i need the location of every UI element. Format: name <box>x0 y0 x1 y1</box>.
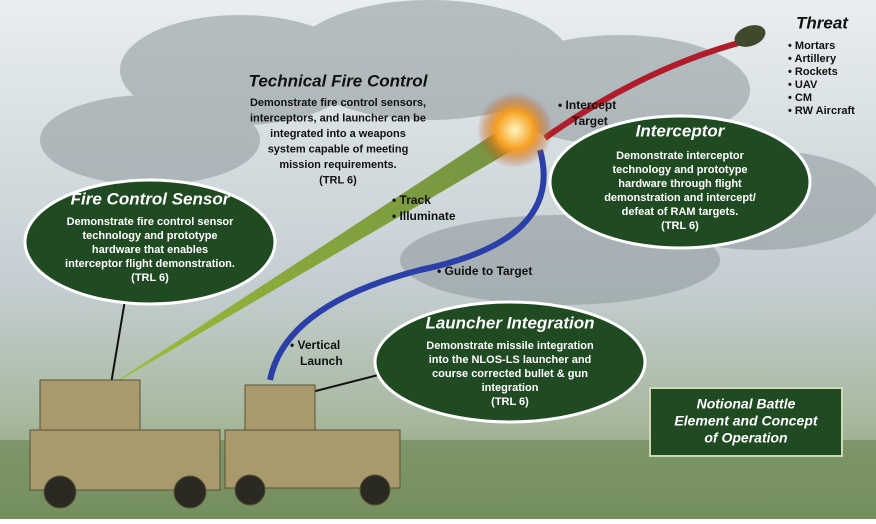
trajectory-label: • Track <box>392 193 431 207</box>
callout-title: Launcher Integration <box>425 313 594 332</box>
callout-text: technology and prototype <box>82 230 217 242</box>
callout-text: course corrected bullet & gun <box>432 368 588 380</box>
callout-text: hardware through flight <box>618 178 742 190</box>
description: integrated into a weapons <box>270 128 406 140</box>
trajectory-label: • Intercept <box>558 98 616 112</box>
callout-text: Demonstrate interceptor <box>616 150 744 162</box>
page: Technical Fire Control Demonstrate fire c… <box>0 0 876 519</box>
threat-item: • UAV <box>788 79 818 91</box>
trajectory-label: • Illuminate <box>392 209 456 223</box>
caption: Notional Battle <box>697 396 796 412</box>
heading: Technical Fire Control <box>249 71 429 90</box>
caption: of Operation <box>704 430 787 446</box>
callout-text: integration <box>482 382 539 394</box>
callout-text: interceptor flight demonstration. <box>65 258 235 270</box>
threat-item: • Mortars <box>788 40 835 52</box>
description: interceptors, and launcher can be <box>250 112 426 124</box>
callout-text: Demonstrate fire control sensor <box>67 216 235 228</box>
description: mission requirements. <box>279 159 396 171</box>
threat-item: • Rockets <box>788 66 838 78</box>
callout-title: Interceptor <box>636 121 726 140</box>
threat-item: • CM <box>788 92 812 104</box>
diagram: Technical Fire Control Demonstrate fire c… <box>0 0 876 519</box>
callout-text: technology and prototype <box>612 164 747 176</box>
trajectory-label: • Vertical <box>290 338 340 352</box>
explosion <box>477 92 553 168</box>
threat-title: Threat <box>796 13 849 32</box>
callout-text: defeat of RAM targets. <box>622 206 739 218</box>
caption: Element and Concept <box>674 413 818 429</box>
callout-text: (TRL 6) <box>491 396 529 408</box>
description: Demonstrate fire control sensors, <box>250 97 426 109</box>
callout-text: (TRL 6) <box>131 272 169 284</box>
callout-text: Demonstrate missile integration <box>426 340 594 352</box>
callout-title: Fire Control Sensor <box>71 189 231 208</box>
threat-item: • RW Aircraft <box>788 105 855 117</box>
callout-text: demonstration and intercept/ <box>604 192 756 204</box>
callout-text: hardware that enables <box>92 244 208 256</box>
callout-text: into the NLOS-LS launcher and <box>429 354 592 366</box>
trajectory-label: • Guide to Target <box>437 264 532 278</box>
trajectory-label: Launch <box>300 354 343 368</box>
callout-text: (TRL 6) <box>661 220 699 232</box>
threat-item: • Artillery <box>788 53 837 65</box>
description: system capable of meeting <box>268 143 409 155</box>
description: (TRL 6) <box>319 174 357 186</box>
trajectory-label: Target <box>572 114 608 128</box>
